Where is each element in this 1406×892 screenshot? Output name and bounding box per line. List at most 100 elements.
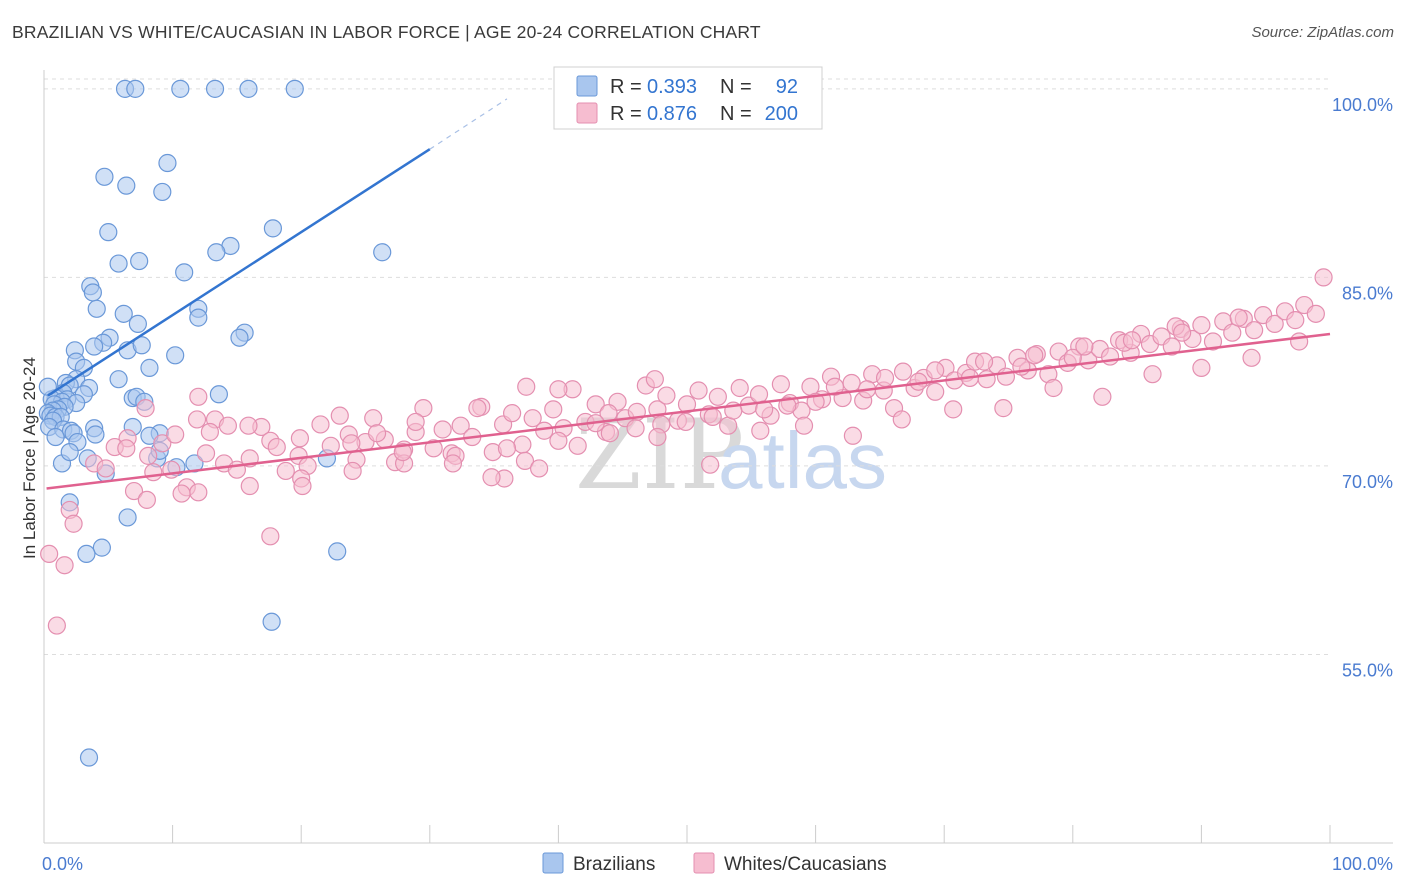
y-tick-label-1: 70.0% <box>1342 472 1393 492</box>
whites-point-68 <box>708 387 727 406</box>
whites-point-161 <box>1044 378 1063 398</box>
whites-point-127 <box>1314 268 1333 287</box>
whites-point-198 <box>468 399 487 418</box>
brazilians-point-20 <box>87 299 106 318</box>
whites-point-149 <box>137 490 156 509</box>
whites-point-147 <box>240 476 259 496</box>
trend-line-brazilians <box>47 148 431 397</box>
whites-point-50 <box>523 409 542 428</box>
axes <box>43 70 1393 844</box>
whites-point-163 <box>1143 365 1162 384</box>
whites-point-153 <box>648 427 667 447</box>
brazilians-point-34 <box>166 346 185 365</box>
whites-point-81 <box>842 373 861 393</box>
whites-point-156 <box>794 416 814 435</box>
legend-r-label-2: R = <box>610 103 642 125</box>
whites-point-118 <box>1223 323 1242 342</box>
legend-n-label-2: N = <box>720 103 752 125</box>
legend: R = 0.393 N = 92 R = 0.876 N = 200 <box>553 66 823 130</box>
legend-r-label-1: R = <box>610 76 642 98</box>
whites-point-172 <box>239 416 258 435</box>
whites-point-43 <box>451 416 470 435</box>
brazilians-point-4 <box>239 79 258 98</box>
whites-point-177 <box>482 468 501 487</box>
whites-point-197 <box>406 412 425 432</box>
legend-n-value-2: 200 <box>765 103 798 125</box>
chart-title: BRAZILIAN VS WHITE/CAUCASIAN IN LABOR FO… <box>12 22 761 42</box>
whites-point-140 <box>600 424 619 443</box>
brazilians-point-24 <box>128 314 147 333</box>
y-axis-title: In Labor Force | Age 20-24 <box>20 357 39 559</box>
bottom-legend-swatch-whites <box>693 852 715 874</box>
brazilians-point-21 <box>114 304 133 323</box>
whites-point-174 <box>136 399 155 418</box>
whites-point-69 <box>719 416 738 435</box>
whites-point-181 <box>676 412 695 432</box>
brazilians-point-10 <box>99 223 118 242</box>
whites-point-184 <box>825 377 844 396</box>
legend-n-value-1: 92 <box>776 76 798 98</box>
bottom-legend-label-whites: Whites/Caucasians <box>724 854 887 875</box>
whites-point-159 <box>944 400 963 419</box>
whites-point-183 <box>778 396 797 415</box>
gridlines <box>44 78 1330 655</box>
whites-point-48 <box>503 404 522 423</box>
whites-point-66 <box>689 381 708 400</box>
brazilians-point-7 <box>95 167 114 186</box>
brazilians-point-86 <box>79 748 99 767</box>
bottom-legend: Brazilians Whites/Caucasians <box>542 852 887 875</box>
whites-point-51 <box>535 421 554 440</box>
brazilians-point-68 <box>86 425 105 444</box>
whites-point-12 <box>153 434 172 453</box>
whites-point-175 <box>189 387 208 406</box>
brazilians-point-83 <box>262 612 281 631</box>
whites-point-145 <box>343 461 362 481</box>
whites-point-148 <box>189 483 208 502</box>
whites-point-178 <box>515 451 535 470</box>
legend-n-label-1: N = <box>720 76 752 98</box>
whites-point-138 <box>703 407 722 427</box>
whites-point-89 <box>926 382 945 401</box>
whites-point-166 <box>1290 332 1309 351</box>
whites-point-187 <box>974 352 994 371</box>
whites-point-186 <box>926 361 945 380</box>
whites-point-74 <box>771 375 790 394</box>
brazilians-point-82 <box>328 542 347 561</box>
brazilians-point-36 <box>140 358 159 377</box>
brazilians-point-31 <box>132 336 151 355</box>
brazilians-point-13 <box>207 243 226 262</box>
whites-point-120 <box>1245 321 1264 340</box>
whites-point-179 <box>568 436 587 455</box>
legend-r-value-2: 0.876 <box>647 103 697 125</box>
y-tick-label-0: 55.0% <box>1342 660 1393 680</box>
whites-point-171 <box>290 429 310 448</box>
whites-point-1 <box>55 556 74 575</box>
brazilians-point-39 <box>109 370 128 389</box>
brazilians-point-85 <box>77 544 96 564</box>
whites-point-151 <box>549 380 568 399</box>
whites-point-25 <box>276 461 295 481</box>
whites-point-160 <box>994 399 1013 418</box>
chart-source: Source: ZipAtlas.com <box>1251 24 1394 41</box>
whites-point-196 <box>367 424 387 443</box>
legend-r-value-1: 0.393 <box>647 76 697 98</box>
legend-box <box>553 66 823 130</box>
whites-point-41 <box>433 420 452 439</box>
whites-point-131 <box>1063 348 1082 367</box>
y-tick-label-2: 85.0% <box>1342 283 1393 303</box>
whites-point-28 <box>311 415 330 434</box>
whites-point-168 <box>443 454 463 473</box>
brazilians-point-9 <box>153 182 172 202</box>
whites-point-39 <box>414 399 433 418</box>
whites-point-52 <box>544 400 563 419</box>
whites-point-70 <box>730 378 749 398</box>
brazilians-point-81 <box>92 538 111 557</box>
whites-point-6 <box>96 459 115 478</box>
whites-point-126 <box>1306 304 1325 323</box>
legend-swatch-brazilians <box>576 75 598 97</box>
brazilians-point-1 <box>126 79 145 98</box>
whites-point-190 <box>1122 331 1142 350</box>
whites-point-40 <box>424 439 443 458</box>
brazilians-point-75 <box>60 443 79 462</box>
legend-swatch-whites <box>576 102 598 124</box>
